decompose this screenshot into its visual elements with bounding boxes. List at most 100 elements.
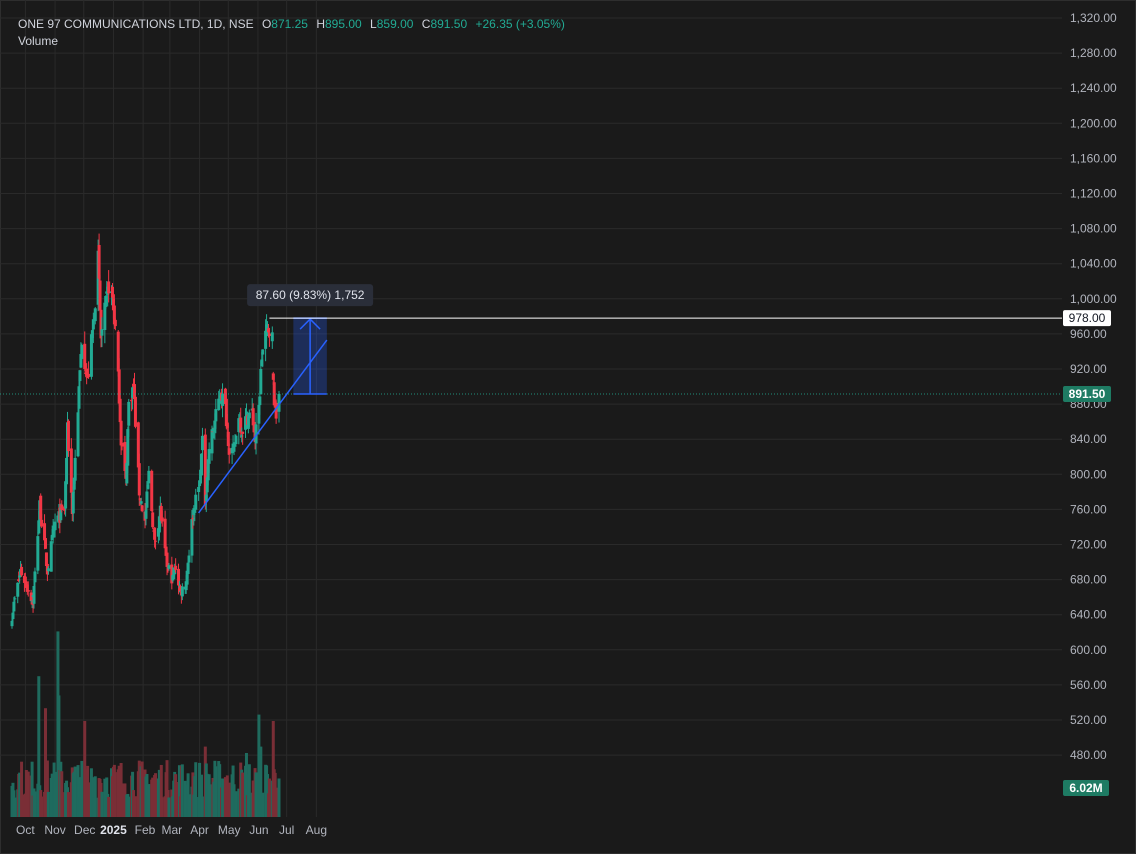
candle[interactable]: [258, 390, 262, 415]
candle[interactable]: [167, 562, 171, 571]
candle[interactable]: [160, 510, 164, 527]
candle[interactable]: [99, 300, 103, 348]
candle[interactable]: [227, 443, 231, 464]
candle-body: [186, 563, 190, 575]
candle[interactable]: [89, 332, 93, 380]
candle[interactable]: [120, 441, 124, 451]
candle[interactable]: [85, 363, 89, 385]
candle[interactable]: [178, 584, 182, 593]
candle[interactable]: [133, 394, 137, 429]
candle[interactable]: [153, 527, 157, 548]
candle[interactable]: [83, 331, 87, 372]
candle[interactable]: [200, 427, 204, 457]
candle[interactable]: [230, 445, 234, 465]
candle[interactable]: [40, 513, 44, 529]
candle[interactable]: [20, 563, 24, 577]
candle[interactable]: [174, 558, 178, 573]
candle[interactable]: [46, 566, 50, 575]
candle[interactable]: [165, 550, 169, 576]
candle[interactable]: [192, 505, 196, 526]
candle[interactable]: [221, 383, 225, 418]
candle[interactable]: [261, 349, 265, 368]
candle[interactable]: [207, 442, 211, 473]
candle[interactable]: [147, 465, 151, 490]
candle[interactable]: [43, 535, 47, 549]
candle[interactable]: [277, 390, 281, 423]
candle[interactable]: [87, 361, 91, 379]
candle[interactable]: [180, 583, 184, 601]
candle[interactable]: [136, 421, 140, 469]
candle[interactable]: [100, 317, 104, 348]
candle[interactable]: [78, 369, 82, 391]
candle[interactable]: [90, 329, 94, 342]
candle[interactable]: [97, 233, 101, 289]
candle[interactable]: [144, 506, 148, 526]
candle[interactable]: [254, 412, 258, 455]
candle[interactable]: [60, 500, 64, 513]
support-trendline[interactable]: [198, 339, 328, 514]
candle-body: [59, 508, 63, 521]
candle[interactable]: [177, 563, 181, 595]
candle[interactable]: [194, 488, 198, 513]
candle[interactable]: [234, 434, 238, 447]
candle[interactable]: [113, 318, 117, 331]
candle[interactable]: [77, 374, 81, 421]
candle[interactable]: [127, 398, 131, 437]
candle[interactable]: [239, 407, 243, 438]
candle[interactable]: [131, 385, 135, 410]
candle[interactable]: [73, 449, 77, 485]
candle[interactable]: [80, 343, 84, 361]
candle[interactable]: [146, 482, 150, 490]
candle[interactable]: [76, 407, 80, 458]
candle[interactable]: [118, 390, 122, 425]
candle[interactable]: [22, 573, 26, 592]
candle[interactable]: [193, 508, 197, 522]
candle[interactable]: [199, 453, 203, 484]
candle[interactable]: [186, 561, 190, 579]
candle[interactable]: [33, 567, 37, 590]
candle[interactable]: [126, 426, 130, 474]
candle[interactable]: [26, 581, 30, 597]
candle[interactable]: [13, 596, 17, 603]
candle[interactable]: [187, 549, 191, 571]
candle[interactable]: [71, 486, 75, 522]
candle[interactable]: [49, 536, 53, 572]
candle[interactable]: [12, 596, 16, 618]
candle[interactable]: [267, 327, 271, 347]
candle[interactable]: [170, 556, 174, 590]
candle[interactable]: [154, 531, 158, 550]
candle[interactable]: [140, 504, 144, 513]
candle[interactable]: [197, 484, 201, 501]
candle[interactable]: [25, 584, 29, 595]
candle[interactable]: [137, 453, 141, 506]
candle[interactable]: [69, 438, 73, 499]
candle[interactable]: [36, 532, 40, 575]
candle[interactable]: [116, 329, 120, 377]
candle[interactable]: [53, 513, 57, 538]
candle[interactable]: [241, 431, 245, 445]
candle[interactable]: [107, 270, 111, 303]
candle[interactable]: [66, 419, 70, 457]
volume-bar: [167, 797, 171, 817]
candle[interactable]: [119, 420, 123, 455]
candle[interactable]: [214, 398, 218, 434]
candle[interactable]: [65, 454, 69, 496]
candle[interactable]: [51, 519, 55, 544]
volume-bar: [241, 772, 245, 817]
candle[interactable]: [151, 508, 155, 530]
candle[interactable]: [240, 427, 244, 443]
candle[interactable]: [32, 581, 36, 609]
candle[interactable]: [274, 399, 278, 424]
candle[interactable]: [91, 312, 95, 344]
candle[interactable]: [259, 361, 263, 395]
candle[interactable]: [270, 326, 274, 349]
candle[interactable]: [150, 469, 154, 512]
candle[interactable]: [198, 469, 202, 490]
candle[interactable]: [157, 514, 161, 541]
candle[interactable]: [93, 307, 97, 325]
candle[interactable]: [117, 358, 121, 406]
candle[interactable]: [104, 295, 108, 310]
candle[interactable]: [247, 409, 251, 427]
candle[interactable]: [16, 582, 20, 604]
